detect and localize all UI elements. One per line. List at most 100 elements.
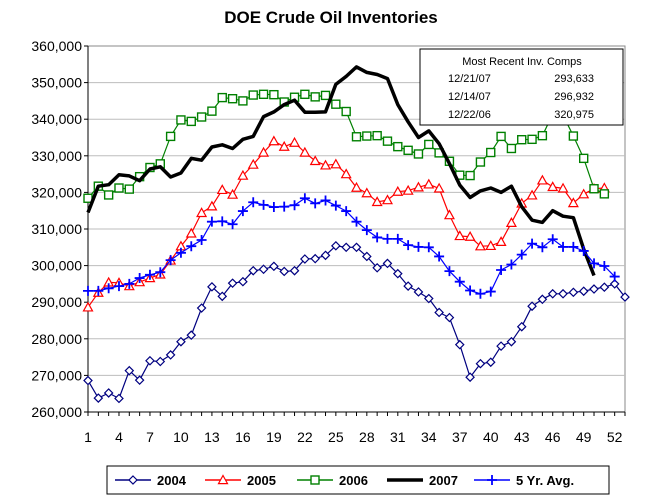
data-point <box>341 206 352 217</box>
data-point <box>465 372 475 383</box>
data-point <box>217 92 227 103</box>
data-point <box>155 267 166 278</box>
data-point <box>567 197 579 208</box>
data-point <box>527 301 537 312</box>
data-point <box>444 266 455 277</box>
data-point <box>206 216 217 227</box>
data-point <box>248 265 259 276</box>
series-3 <box>86 65 596 277</box>
data-point <box>454 230 466 241</box>
data-point <box>351 242 362 253</box>
data-point <box>207 106 217 116</box>
data-point <box>330 158 342 169</box>
data-point <box>134 375 145 386</box>
x-tick-label: 4 <box>115 429 123 445</box>
legend-marker <box>217 474 229 485</box>
x-tick-label: 13 <box>204 429 220 445</box>
data-point <box>505 217 517 227</box>
data-point <box>609 271 620 282</box>
y-tick-label: 340,000 <box>31 111 82 127</box>
data-point <box>620 292 630 302</box>
data-point <box>486 147 496 158</box>
data-point <box>165 255 176 266</box>
data-point <box>465 170 475 181</box>
data-point <box>289 136 301 147</box>
data-point <box>185 227 197 238</box>
data-point <box>547 181 559 192</box>
data-point <box>454 276 465 287</box>
data-point <box>196 112 207 122</box>
data-point <box>268 202 279 213</box>
data-point <box>196 207 208 218</box>
legend-label: 2006 <box>339 473 368 488</box>
y-tick-label: 310,000 <box>31 221 82 237</box>
x-tick-label: 34 <box>421 429 437 445</box>
data-point <box>402 184 414 195</box>
data-point <box>299 193 310 204</box>
inset-row-label: 12/21/07 <box>448 73 491 85</box>
data-point <box>351 216 362 227</box>
data-point <box>485 357 496 368</box>
series-line <box>88 197 616 295</box>
data-point <box>413 287 424 297</box>
data-point <box>527 238 538 249</box>
data-point <box>506 143 517 154</box>
data-point <box>412 181 424 192</box>
x-tick-label: 37 <box>452 429 468 445</box>
data-point <box>506 336 517 347</box>
data-point <box>268 135 280 146</box>
data-point <box>310 198 321 209</box>
data-point <box>444 312 455 323</box>
series-line <box>86 65 596 277</box>
inset-row-label: 12/14/07 <box>448 91 491 103</box>
data-point <box>382 136 393 146</box>
legend-item: 2005 <box>205 473 276 488</box>
legend-marker <box>128 475 138 485</box>
data-point <box>495 236 507 247</box>
data-point <box>269 89 279 100</box>
data-point <box>341 242 352 253</box>
data-point <box>589 184 599 194</box>
legend-label: 2005 <box>247 473 276 488</box>
legend-marker <box>487 475 497 485</box>
data-point <box>320 195 331 206</box>
data-point <box>433 182 445 193</box>
data-point <box>434 307 444 318</box>
x-axis: 1 4 7 10 13 16 19 22 25 28 31 34 37 40 43 46 49 52 <box>84 46 626 445</box>
data-point <box>464 230 476 241</box>
data-point <box>186 241 197 252</box>
y-tick-label: 360,000 <box>31 38 82 54</box>
data-point <box>227 278 238 289</box>
data-point <box>350 181 363 192</box>
data-point <box>186 330 197 340</box>
y-tick-label: 350,000 <box>31 75 82 91</box>
data-point <box>485 240 497 251</box>
data-point <box>537 242 548 253</box>
chart-title: DOE Crude Oil Inventories <box>224 8 438 27</box>
data-point <box>103 190 114 200</box>
data-point <box>289 200 300 211</box>
data-point <box>362 131 372 141</box>
data-point <box>134 273 145 284</box>
x-tick-label: 28 <box>359 429 375 445</box>
data-point <box>454 339 465 350</box>
x-tick-label: 19 <box>266 429 282 445</box>
data-point <box>392 185 404 196</box>
data-point <box>330 240 341 251</box>
data-point <box>196 234 207 245</box>
data-point <box>196 303 207 313</box>
data-point <box>537 294 548 305</box>
x-tick-label: 31 <box>390 429 406 445</box>
data-point <box>496 131 506 142</box>
data-point <box>443 209 455 220</box>
data-point <box>568 241 579 252</box>
data-point <box>165 350 176 360</box>
data-point <box>496 264 507 275</box>
data-point <box>279 266 290 277</box>
data-point <box>578 245 589 256</box>
inset-title: Most Recent Inv. Comps <box>462 56 582 68</box>
data-point <box>319 159 332 170</box>
y-tick-label: 290,000 <box>31 294 82 310</box>
data-point <box>248 197 259 208</box>
